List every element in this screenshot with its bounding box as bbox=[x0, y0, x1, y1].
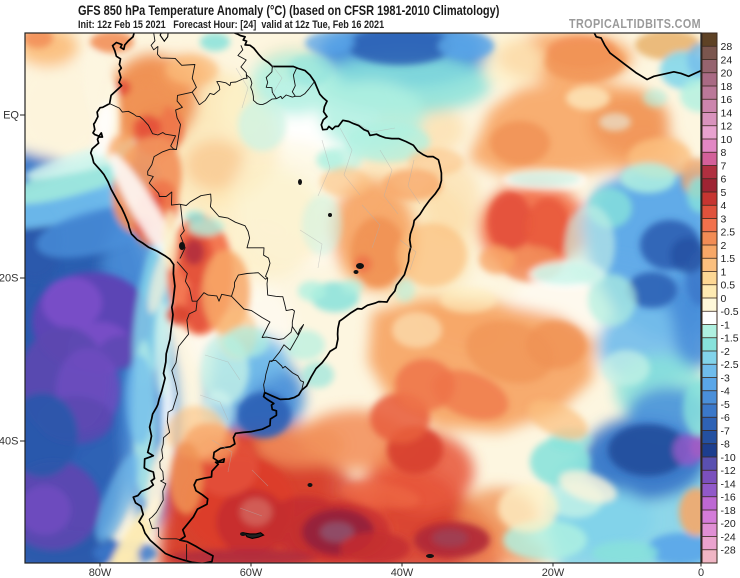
svg-text:-8: -8 bbox=[721, 439, 730, 451]
svg-text:1.5: 1.5 bbox=[721, 253, 736, 265]
svg-text:3: 3 bbox=[721, 213, 727, 225]
svg-text:6: 6 bbox=[721, 174, 727, 186]
svg-text:-14: -14 bbox=[721, 478, 736, 490]
svg-text:-10: -10 bbox=[721, 452, 736, 464]
svg-text:2: 2 bbox=[721, 240, 727, 252]
svg-text:20S: 20S bbox=[0, 273, 19, 285]
svg-text:0: 0 bbox=[721, 293, 727, 305]
svg-text:18: 18 bbox=[721, 81, 733, 93]
svg-text:7: 7 bbox=[721, 160, 727, 172]
svg-text:-6: -6 bbox=[721, 412, 730, 424]
svg-text:40W: 40W bbox=[391, 567, 414, 578]
svg-text:60W: 60W bbox=[240, 567, 263, 578]
svg-text:0: 0 bbox=[698, 567, 704, 578]
svg-text:-2.5: -2.5 bbox=[721, 359, 739, 371]
svg-text:-0.5: -0.5 bbox=[721, 306, 739, 318]
svg-text:-16: -16 bbox=[721, 492, 736, 504]
svg-text:8: 8 bbox=[721, 147, 727, 159]
svg-text:EQ: EQ bbox=[3, 110, 19, 122]
svg-text:-24: -24 bbox=[721, 531, 736, 543]
svg-text:5: 5 bbox=[721, 187, 727, 199]
svg-text:2.5: 2.5 bbox=[721, 227, 736, 239]
svg-text:-5: -5 bbox=[721, 399, 730, 411]
svg-text:-20: -20 bbox=[721, 518, 736, 530]
svg-text:40S: 40S bbox=[0, 436, 19, 448]
svg-text:-1: -1 bbox=[721, 319, 730, 331]
svg-text:24: 24 bbox=[721, 54, 733, 66]
svg-text:1: 1 bbox=[721, 266, 727, 278]
svg-text:80W: 80W bbox=[89, 567, 112, 578]
svg-text:-12: -12 bbox=[721, 465, 736, 477]
svg-text:16: 16 bbox=[721, 94, 733, 106]
svg-text:-4: -4 bbox=[721, 386, 730, 398]
svg-text:-3: -3 bbox=[721, 372, 730, 384]
svg-text:-7: -7 bbox=[721, 425, 730, 437]
svg-text:12: 12 bbox=[721, 121, 733, 133]
svg-text:4: 4 bbox=[721, 200, 727, 212]
svg-text:-18: -18 bbox=[721, 505, 736, 517]
svg-text:20W: 20W bbox=[542, 567, 565, 578]
svg-text:28: 28 bbox=[721, 41, 733, 53]
svg-text:-2: -2 bbox=[721, 346, 730, 358]
svg-text:-28: -28 bbox=[721, 545, 736, 557]
svg-text:20: 20 bbox=[721, 68, 733, 80]
svg-text:-1.5: -1.5 bbox=[721, 333, 739, 345]
svg-text:0.5: 0.5 bbox=[721, 280, 736, 292]
svg-text:10: 10 bbox=[721, 134, 733, 146]
svg-text:14: 14 bbox=[721, 107, 733, 119]
